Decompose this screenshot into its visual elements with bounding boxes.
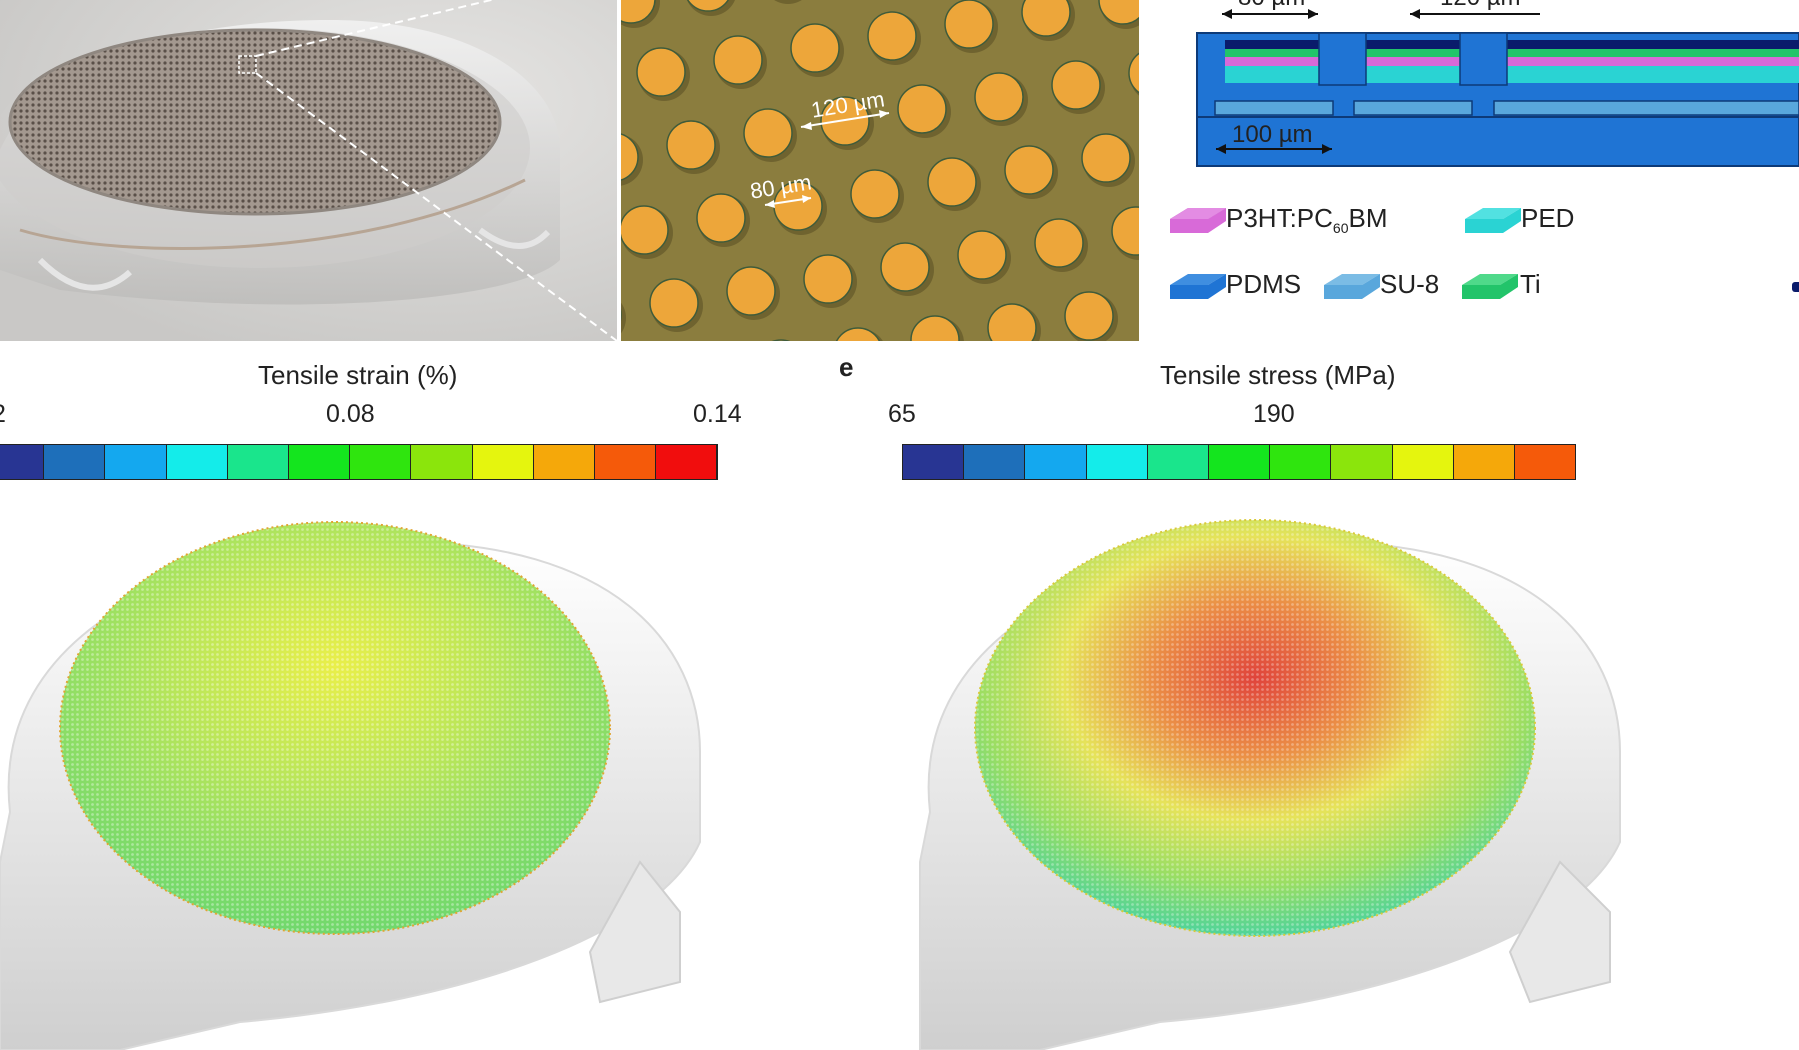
stress-tick-min: 65 [888, 400, 916, 428]
pitch-arrow [800, 110, 890, 130]
strain-colorbar-segment [472, 445, 534, 479]
stress-colorbar-segment [1147, 445, 1209, 479]
layer-stack-3 [1507, 40, 1799, 83]
micrograph-hole [803, 254, 853, 304]
material-legend: P3HT:PC60BM PED PDMS SU-8 Ti [1140, 195, 1799, 315]
dim-label-top-right: 120 µm [1440, 0, 1521, 12]
micrograph-hole [713, 35, 763, 85]
strain-tick-min: 2 [0, 400, 6, 429]
panel-stress: e Tensile stress (MPa) 65 190 [839, 352, 1799, 1050]
micrograph-hole [621, 0, 656, 24]
micrograph-hole [974, 72, 1024, 122]
strain-colorbar-title: Tensile strain (%) [258, 360, 458, 390]
micrograph-hole [850, 169, 900, 219]
micrograph-hole [743, 108, 793, 158]
micrograph-hole [621, 205, 669, 255]
micrograph-hole [1021, 0, 1071, 37]
micrograph-hole [987, 303, 1037, 341]
panel-letter-e: e [839, 352, 854, 382]
legend-swatch-p3ht [1170, 208, 1226, 233]
strain-colorbar-segment [166, 445, 228, 479]
stress-colorbar-title: Tensile stress (MPa) [1160, 360, 1396, 390]
cross-section: 80 µm 120 µm 100 µm [1140, 0, 1799, 200]
dim-label-bottom: 100 µm [1232, 121, 1313, 148]
legend-label-p3ht: P3HT:PC60BM [1226, 203, 1388, 237]
legend-swatch-pdms [1170, 274, 1226, 299]
micrograph-hole [726, 266, 776, 316]
micrograph-hole [1111, 206, 1139, 256]
micrograph-hole [1004, 145, 1054, 195]
stress-colorbar-segment [1270, 445, 1332, 479]
strain-colorbar-segment [533, 445, 595, 479]
legend-swatch-ped [1465, 208, 1521, 233]
strain-colorbar-segment [0, 445, 45, 479]
micrograph-hole [835, 327, 881, 341]
micrograph-hole [867, 11, 917, 61]
layer-stack-1 [1225, 40, 1319, 83]
micrograph-hole [696, 193, 746, 243]
micrograph-hole [649, 278, 699, 328]
micrograph-hole [1098, 0, 1139, 25]
micrograph-hole [927, 157, 977, 207]
legend-swatch-partial [1792, 282, 1799, 292]
stress-tick-mid: 190 [1253, 400, 1295, 428]
micrograph-hole [790, 23, 840, 73]
strain-lens-render [0, 521, 701, 1050]
micrograph-hole [880, 242, 930, 292]
strain-colorbar-segment [227, 445, 289, 479]
legend-label-su8: SU-8 [1380, 269, 1440, 299]
layer-stack-2 [1366, 40, 1460, 83]
stress-colorbar-segment [1514, 445, 1577, 479]
strain-tick-max: 0.14 [693, 400, 742, 428]
stress-colorbar-segment [1208, 445, 1271, 479]
strain-colorbar-segment [44, 445, 106, 479]
stress-colorbar-segment [1025, 445, 1087, 479]
micrograph-hole [944, 0, 994, 49]
strain-colorbar-segment [288, 445, 351, 479]
legend-swatch-ti [1462, 274, 1518, 299]
legend-label-ti: Ti [1520, 269, 1541, 299]
strain-tick-mid: 0.08 [326, 400, 375, 428]
legend-label-ped: PED [1521, 203, 1575, 233]
micrograph: 120 µm 80 µm [621, 0, 1139, 341]
strain-colorbar-segment [656, 445, 718, 479]
dim-label-top-left: 80 µm [1238, 0, 1305, 12]
micrograph-hole [910, 315, 960, 341]
micrograph-hole [1051, 60, 1101, 110]
strain-colorbar-segment [105, 445, 167, 479]
stress-lens-render [919, 519, 1621, 1050]
stress-colorbar-segment [1453, 445, 1515, 479]
legend-label-pdms: PDMS [1226, 269, 1302, 299]
micrograph-hole [957, 230, 1007, 280]
legend-swatch-su8 [1324, 274, 1380, 299]
stress-colorbar-segment [903, 445, 965, 479]
strain-colorbar-segment [350, 445, 412, 479]
micrograph-hole [1081, 133, 1131, 183]
micrograph-hole [1064, 291, 1114, 341]
lens-photo [0, 0, 617, 341]
micrograph-hole [1034, 218, 1084, 268]
stress-colorbar [902, 444, 1577, 480]
strain-colorbar [0, 444, 719, 480]
stress-colorbar-segment [1086, 445, 1148, 479]
micrograph-hole [686, 0, 730, 12]
micrograph-hole [1128, 52, 1139, 94]
micrograph-hole [621, 133, 639, 181]
micrograph-hole [897, 84, 947, 134]
hole-arrow [764, 195, 812, 208]
micrograph-hole [636, 47, 686, 97]
micrograph-hole [771, 339, 791, 341]
stress-colorbar-segment [1331, 445, 1393, 479]
panel-strain: Tensile strain (%) 2 0.08 0.14 [0, 352, 850, 1050]
micrograph-hole [666, 120, 716, 170]
strain-colorbar-segment [594, 445, 657, 479]
stress-colorbar-segment [1392, 445, 1454, 479]
strain-colorbar-segment [411, 445, 473, 479]
stress-colorbar-segment [964, 445, 1026, 479]
